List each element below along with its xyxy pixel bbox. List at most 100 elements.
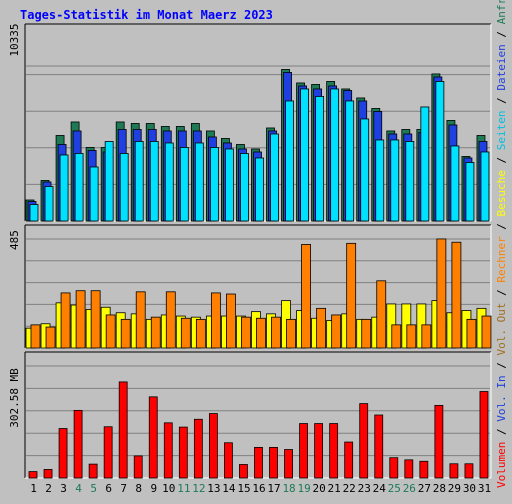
bar-volumen-day-15: [239, 464, 248, 479]
x-tick-label-day-30: 30: [463, 482, 476, 495]
bar-rechner-day-13: [210, 292, 221, 349]
legend-part-3: /: [495, 356, 508, 376]
legend-part-11: /: [495, 91, 508, 111]
bar-rechner-day-2: [45, 326, 56, 349]
bar-volumen-day-17: [269, 446, 278, 479]
bar-rechner-day-3: [60, 292, 71, 349]
panel-middle-ymax-label: 485: [8, 230, 21, 250]
x-tick-label-day-20: 20: [313, 482, 326, 495]
bar-seiten-day-21: [330, 88, 340, 222]
bar-volumen-day-20: [314, 423, 324, 479]
legend-part-13: /: [495, 24, 508, 44]
panel-bottom-ymax-label: 302.58 MB: [8, 368, 21, 428]
legend-part-9: /: [495, 150, 508, 170]
x-tick-label-day-29: 29: [448, 482, 461, 495]
legend-part-2: Vol. In: [495, 375, 508, 421]
bar-seiten-day-26: [405, 141, 415, 222]
bar-seiten-day-23: [360, 118, 370, 222]
x-tick-label-day-3: 3: [60, 482, 67, 495]
bar-seiten-day-2: [44, 186, 54, 222]
bar-volumen-day-16: [254, 446, 263, 479]
x-tick-label-day-31: 31: [478, 482, 491, 495]
x-tick-label-day-28: 28: [433, 482, 446, 495]
bar-seiten-day-8: [134, 141, 144, 222]
x-tick-label-day-5: 5: [90, 482, 97, 495]
panel-top-ymax-label: 10335: [8, 23, 21, 56]
bar-rechner-day-17: [271, 316, 281, 349]
bar-rechner-day-24: [376, 280, 387, 349]
bar-seiten-day-29: [450, 145, 460, 222]
x-tick-label-day-22: 22: [343, 482, 356, 495]
bar-volumen-day-8: [133, 455, 143, 479]
bar-volumen-day-26: [404, 459, 414, 479]
bar-seiten-day-22: [345, 100, 355, 222]
bar-seiten-day-19: [300, 88, 309, 222]
x-tick-label-day-6: 6: [105, 482, 112, 495]
bar-seiten-day-11: [179, 147, 189, 222]
bar-rechner-day-20: [316, 307, 327, 349]
legend-part-10: Seiten: [495, 110, 508, 150]
x-tick-label-day-8: 8: [135, 482, 142, 495]
bar-rechner-day-21: [331, 314, 342, 349]
x-tick-label-day-15: 15: [237, 482, 250, 495]
bar-volumen-day-31: [479, 391, 489, 479]
bar-seiten-day-25: [390, 139, 400, 222]
bar-seiten-day-20: [315, 96, 325, 222]
bar-volumen-day-10: [163, 422, 173, 479]
x-tick-label-day-19: 19: [297, 482, 310, 495]
bar-seiten-day-13: [209, 147, 219, 222]
legend-part-14: Anfragen: [495, 0, 508, 24]
bar-volumen-day-2: [43, 469, 53, 479]
x-tick-label-day-18: 18: [282, 482, 295, 495]
legend-part-8: Besuche: [495, 170, 508, 216]
x-tick-label-day-14: 14: [222, 482, 236, 495]
x-tick-label-day-2: 2: [45, 482, 52, 495]
bar-rechner-day-5: [90, 290, 101, 349]
chart-panels: 10335 485 302.58 MB: [8, 23, 492, 479]
bar-seiten-day-5: [89, 166, 99, 222]
bar-seiten-day-15: [240, 153, 249, 222]
bar-seiten-day-27: [420, 106, 430, 222]
bar-rechner-day-30: [466, 318, 477, 349]
bar-volumen-day-21: [329, 423, 339, 479]
legend-part-0: Volumen: [495, 442, 508, 488]
bar-volumen-day-27: [419, 460, 429, 479]
bar-volumen-day-1: [28, 471, 38, 479]
legend-part-5: /: [495, 283, 508, 303]
x-tick-label-day-17: 17: [267, 482, 280, 495]
bar-rechner-day-12: [195, 318, 206, 349]
x-tick-label-day-9: 9: [150, 482, 157, 495]
legend-part-6: Rechner: [495, 236, 508, 283]
bar-volumen-day-13: [208, 413, 218, 479]
bar-volumen-day-3: [58, 428, 68, 479]
x-tick-label-day-12: 12: [192, 482, 205, 495]
x-tick-label-day-4: 4: [75, 482, 82, 495]
bar-volumen-day-6: [103, 426, 113, 479]
bar-volumen-day-28: [434, 404, 444, 479]
bar-rechner-day-8: [135, 291, 146, 349]
bar-seiten-day-24: [375, 139, 385, 222]
bar-volumen-day-29: [449, 463, 459, 479]
bar-seiten-day-30: [465, 162, 475, 222]
legend-part-1: /: [495, 422, 508, 442]
x-tick-label-day-26: 26: [403, 482, 416, 495]
legend-part-7: /: [495, 216, 508, 236]
x-tick-label-day-7: 7: [120, 482, 127, 495]
bar-volumen-day-23: [359, 403, 369, 479]
bar-volumen-day-22: [344, 441, 354, 479]
legend-part-4: Vol. Out: [495, 303, 508, 356]
bar-volumen-day-14: [224, 442, 233, 479]
bar-volumen-day-25: [389, 457, 399, 479]
bar-seiten-day-16: [255, 157, 264, 222]
bar-seiten-day-28: [435, 81, 445, 222]
bar-seiten-day-18: [285, 100, 294, 222]
bar-rechner-day-4: [75, 290, 86, 349]
vertical-legend: Volumen / Vol. In / Vol. Out / Rechner /…: [495, 0, 508, 488]
bar-seiten-day-9: [149, 141, 159, 222]
x-tick-label-day-24: 24: [373, 482, 387, 495]
bar-seiten-day-17: [270, 133, 279, 222]
x-tick-label-day-1: 1: [30, 482, 37, 495]
x-tick-label-day-13: 13: [207, 482, 220, 495]
